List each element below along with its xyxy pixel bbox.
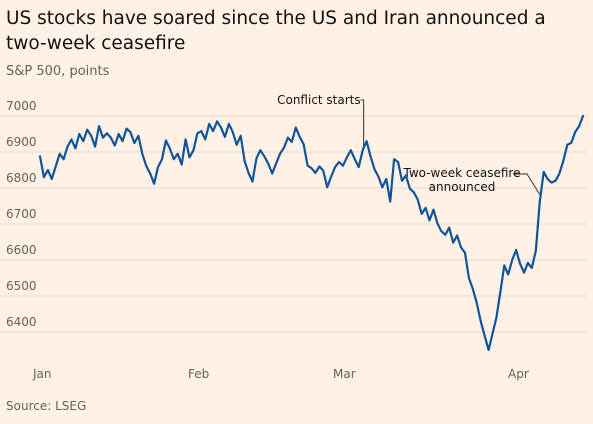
annotation-leader-ceasefire <box>513 173 541 195</box>
annotation-ceasefire-line2: announced <box>429 180 496 194</box>
chart-title: US stocks have soared since the US and I… <box>6 8 546 54</box>
y-tick-label: 6700 <box>6 207 37 221</box>
y-tick-label: 6600 <box>6 243 37 257</box>
y-tick-label: 7000 <box>6 99 37 113</box>
annotation-ceasefire: Two-week ceasefire <box>403 166 521 180</box>
y-axis: 6400 6500 6600 6700 6800 6900 7000 <box>6 99 37 329</box>
y-tick-label: 6900 <box>6 135 37 149</box>
y-tick-label: 6800 <box>6 171 37 185</box>
annotation-conflict-starts: Conflict starts <box>277 93 361 107</box>
annotation-leader-conflict <box>360 99 365 147</box>
x-axis: Jan Feb Mar Apr <box>32 367 529 381</box>
annotations: Conflict starts Two-week ceasefireannounc… <box>277 93 541 195</box>
x-tick-label: Feb <box>188 367 209 381</box>
gridlines <box>0 115 588 333</box>
y-tick-label: 6400 <box>6 315 37 329</box>
y-tick-label: 6500 <box>6 279 37 293</box>
series-line-sp500 <box>38 114 585 352</box>
x-tick-label: Apr <box>508 367 529 381</box>
x-tick-label: Mar <box>333 367 356 381</box>
chart-source: Source: LSEG <box>6 399 87 413</box>
x-tick-label: Jan <box>32 367 52 381</box>
chart-subtitle: S&P 500, points <box>6 64 110 79</box>
